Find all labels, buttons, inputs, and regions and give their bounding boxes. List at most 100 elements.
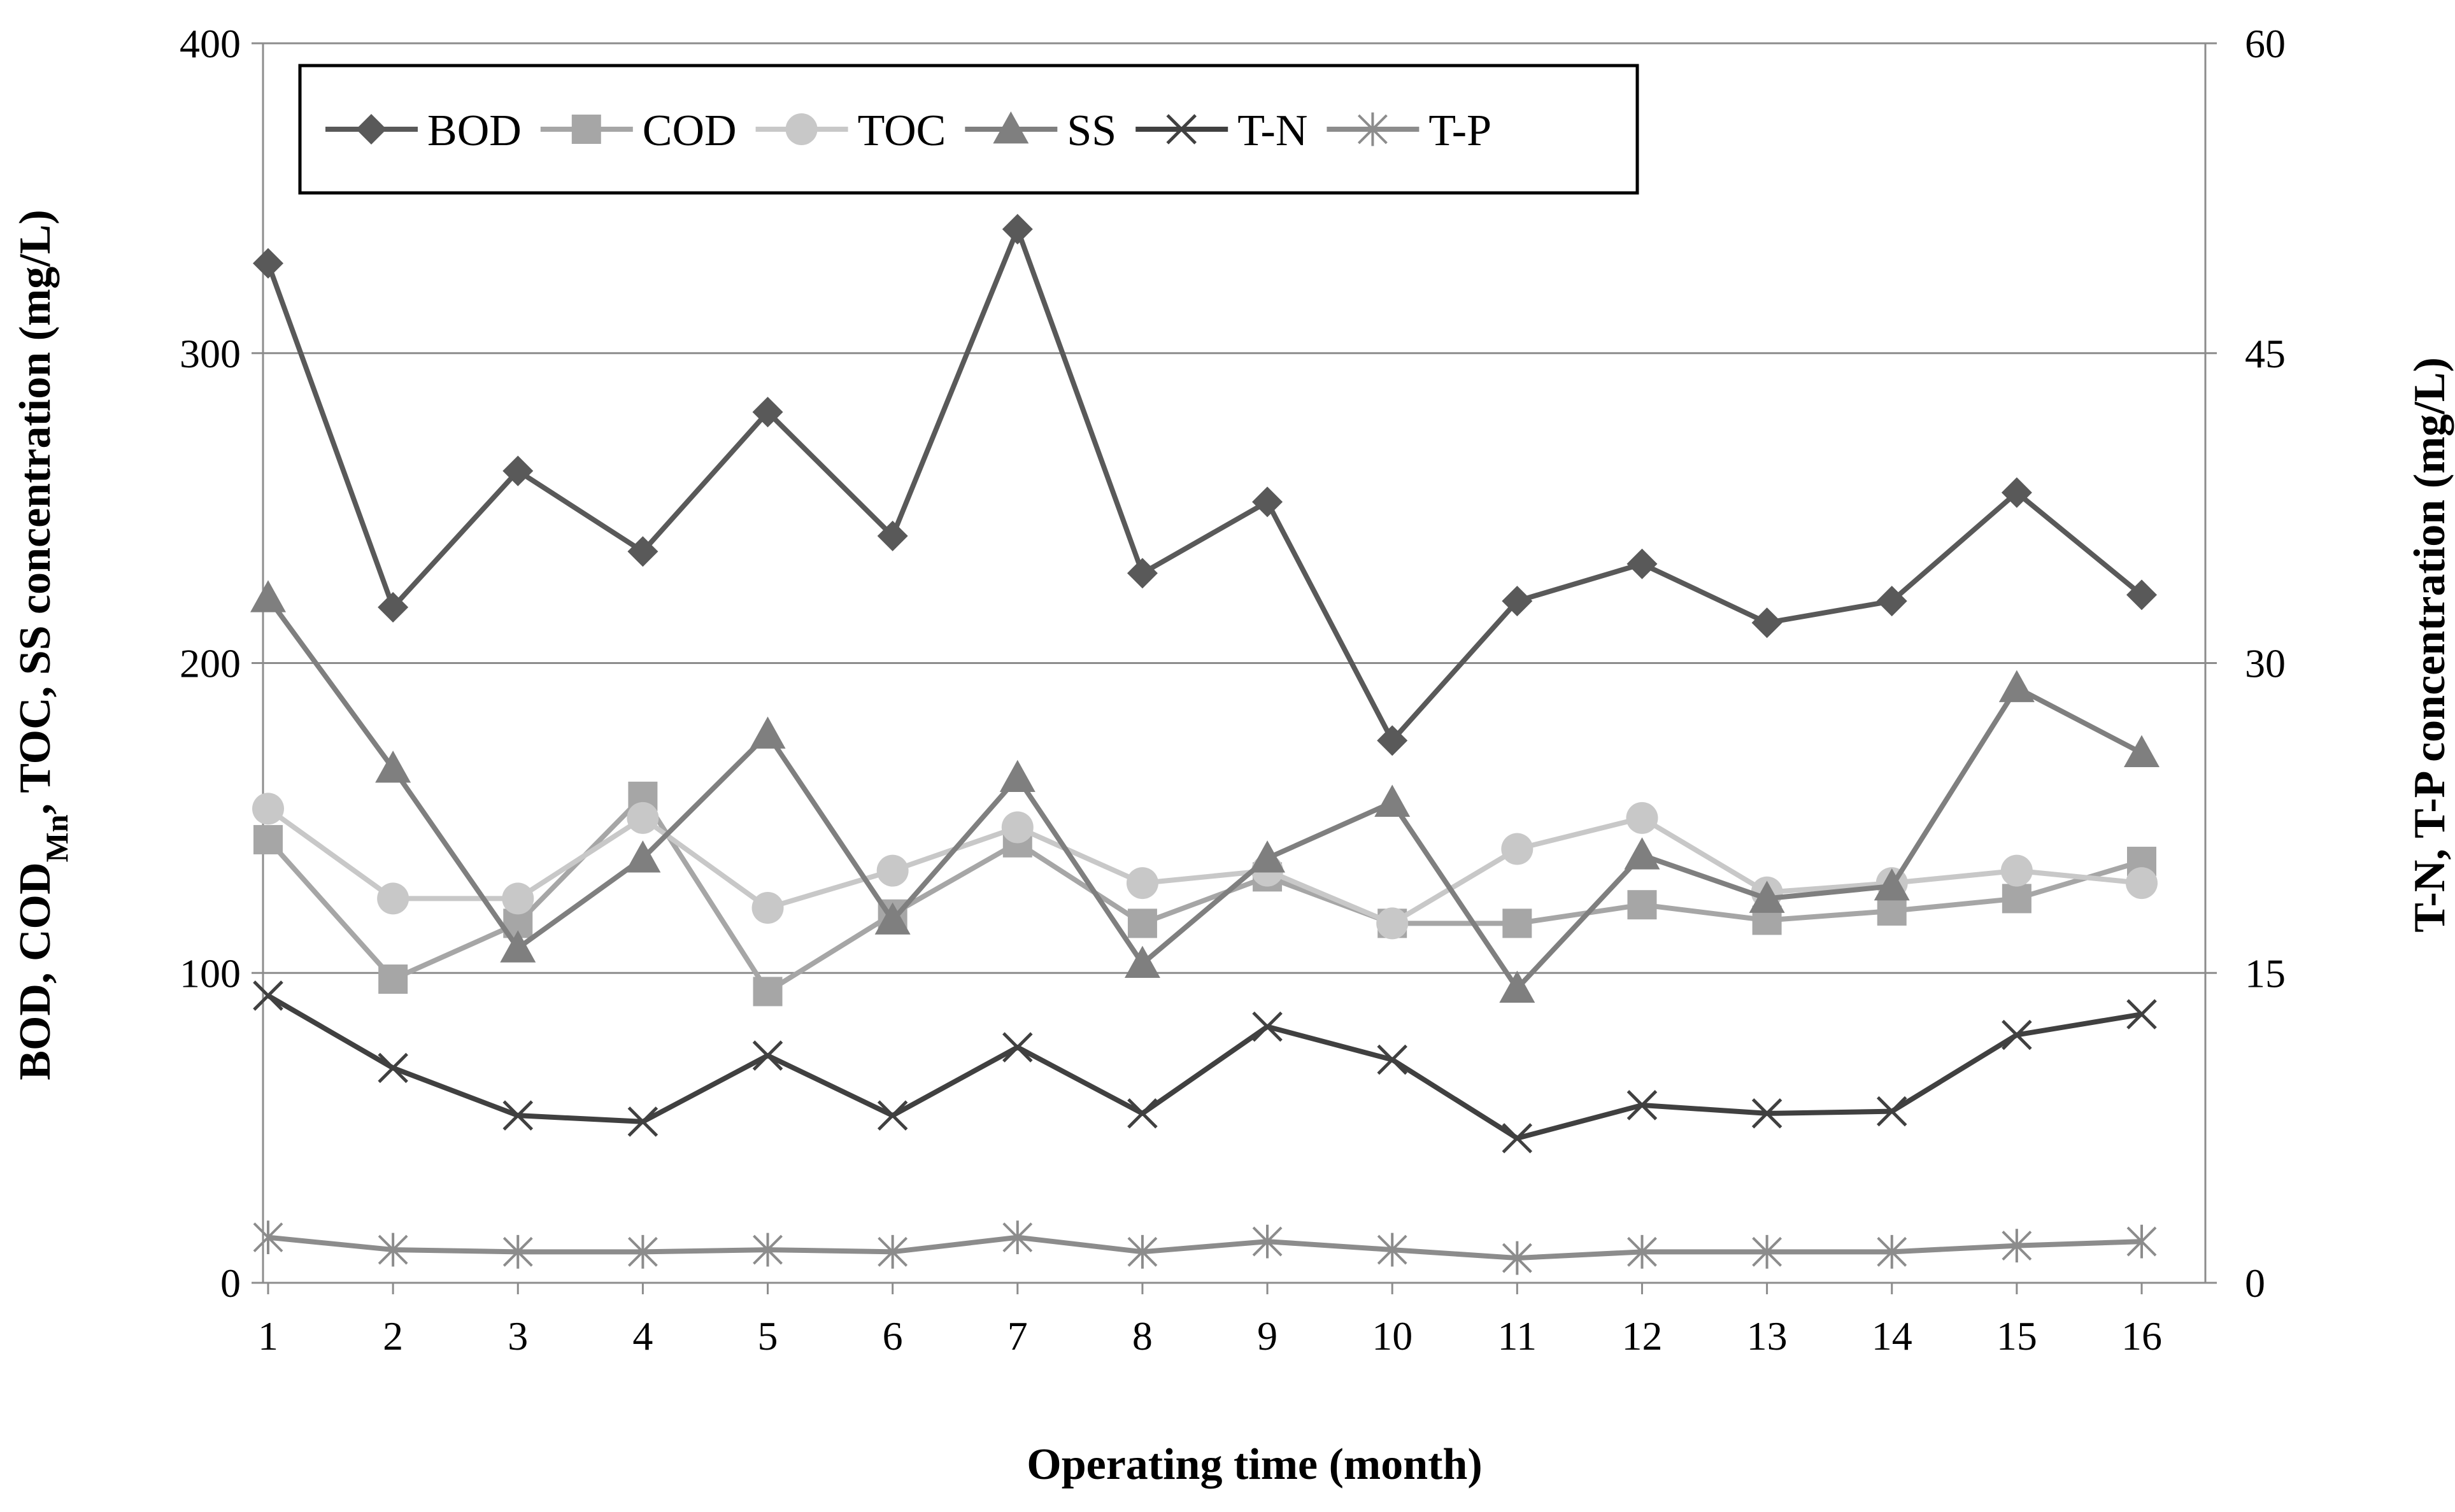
x-tick-label: 10 — [1372, 1313, 1413, 1359]
data-point-t-n — [1252, 1011, 1283, 1042]
x-tick-label: 8 — [1132, 1313, 1153, 1359]
data-point-bod — [1626, 548, 1658, 579]
grid — [263, 42, 2205, 974]
data-point-toc — [1626, 802, 1658, 834]
x-tick-label: 11 — [1498, 1313, 1537, 1359]
data-point-t-p — [1502, 1241, 1532, 1275]
y-left-axis-title: BOD, CODMn, TOC, SS concentration (mg/L) — [11, 209, 75, 1080]
data-point-bod — [1751, 607, 1783, 639]
x-tick-label: 2 — [383, 1313, 403, 1359]
series-line-t-n — [266, 993, 2142, 1141]
data-point-bod — [1252, 486, 1283, 518]
y-left-tick-label: 400 — [180, 21, 241, 66]
y-right-tick-label: 60 — [2245, 21, 2286, 66]
x-tick-label: 13 — [1747, 1313, 1788, 1359]
data-point-t-n — [1127, 1098, 1158, 1129]
x-tick-label: 4 — [632, 1313, 653, 1359]
x-tick-label: 9 — [1257, 1313, 1277, 1359]
y-right-tick-label: 45 — [2245, 331, 2286, 376]
legend-item-t-n: T-N — [1135, 106, 1307, 155]
x-tick-label: 15 — [1996, 1313, 2037, 1359]
data-point-t-n — [253, 980, 283, 1011]
data-point-t-n — [502, 1100, 534, 1131]
legend-marker-cod — [571, 115, 601, 144]
data-point-toc — [1376, 907, 1409, 940]
y-left-title-main: BOD, COD — [11, 862, 60, 1080]
y-left-title-subscript: Mn — [39, 814, 75, 862]
legend: BOD COD TOC SS T-N T-P — [298, 64, 1639, 195]
data-point-t-p — [1627, 1234, 1657, 1269]
data-point-ss — [250, 580, 286, 612]
y-right-tick-label: 30 — [2245, 641, 2286, 686]
legend-marker-toc — [785, 113, 818, 145]
data-point-bod — [378, 591, 409, 623]
data-point-bod — [1502, 586, 1533, 617]
data-point-t-n — [1002, 1032, 1033, 1063]
legend-label-t-n: T-N — [1237, 106, 1307, 155]
legend-marker-bod — [356, 114, 387, 145]
data-point-ss — [1499, 970, 1535, 1003]
data-point-ss — [2124, 735, 2160, 768]
data-point-bod — [627, 536, 658, 567]
data-point-t-n — [1502, 1123, 1533, 1154]
y-right-tick-label: 15 — [2245, 950, 2286, 996]
series-line-toc — [266, 807, 2142, 926]
data-point-t-p — [1252, 1224, 1283, 1259]
series-t-p — [253, 1220, 2157, 1275]
data-point-toc — [751, 892, 784, 924]
y-left-tick-label: 200 — [180, 641, 241, 686]
data-point-bod — [1377, 725, 1408, 756]
data-point-t-p — [1377, 1233, 1407, 1267]
data-point-ss — [1874, 868, 1910, 901]
data-point-t-n — [1751, 1098, 1783, 1129]
data-point-t-n — [1377, 1044, 1407, 1075]
data-point-t-p — [502, 1234, 533, 1269]
data-point-toc — [1126, 867, 1158, 900]
data-point-t-n — [1626, 1090, 1658, 1120]
series-ss — [250, 580, 2160, 1003]
data-point-cod — [1127, 908, 1157, 938]
data-point-t-n — [2126, 999, 2157, 1029]
data-point-t-n — [752, 1040, 783, 1071]
x-tick-label: 5 — [758, 1313, 778, 1359]
data-point-ss — [1998, 670, 2035, 702]
y-left-tick-label: 100 — [180, 950, 241, 996]
data-point-bod — [1127, 558, 1158, 589]
x-tick-label: 3 — [508, 1313, 528, 1359]
data-point-t-n — [627, 1106, 658, 1137]
data-point-cod — [753, 977, 783, 1007]
series-line-ss — [266, 596, 2143, 991]
data-point-toc — [627, 802, 659, 834]
legend-item-bod: BOD — [325, 106, 522, 155]
data-point-ss — [1624, 837, 1660, 870]
data-point-t-p — [753, 1233, 783, 1267]
data-point-toc — [876, 854, 909, 887]
legend-label-ss: SS — [1067, 106, 1116, 155]
data-point-bod — [1002, 214, 1033, 245]
data-point-t-p — [378, 1233, 408, 1267]
legend-item-cod: COD — [540, 106, 737, 155]
x-tick-label: 14 — [1872, 1313, 1912, 1359]
data-point-ss — [750, 716, 786, 749]
data-point-t-p — [627, 1234, 658, 1269]
legend-marker-ss — [993, 111, 1029, 144]
data-point-bod — [502, 455, 534, 486]
data-point-bod — [2001, 477, 2032, 508]
data-point-ss — [375, 750, 411, 783]
data-point-ss — [500, 930, 536, 963]
y-right-axis-title: T-N, T-P concentration (mg/L) — [2405, 357, 2454, 933]
data-point-cod — [378, 964, 408, 994]
data-point-t-n — [877, 1100, 908, 1131]
legend-label-cod: COD — [643, 106, 737, 155]
data-point-t-p — [1127, 1234, 1158, 1269]
data-point-t-p — [2126, 1224, 2157, 1259]
legend-label-bod: BOD — [427, 106, 522, 155]
data-point-cod — [1627, 890, 1657, 920]
legend-item-toc: TOC — [755, 106, 946, 155]
data-point-t-n — [2002, 1019, 2032, 1050]
legend-marker-t-p — [1358, 112, 1388, 146]
data-point-toc — [1501, 833, 1533, 865]
data-point-bod — [752, 397, 783, 428]
data-point-ss — [1249, 840, 1286, 873]
